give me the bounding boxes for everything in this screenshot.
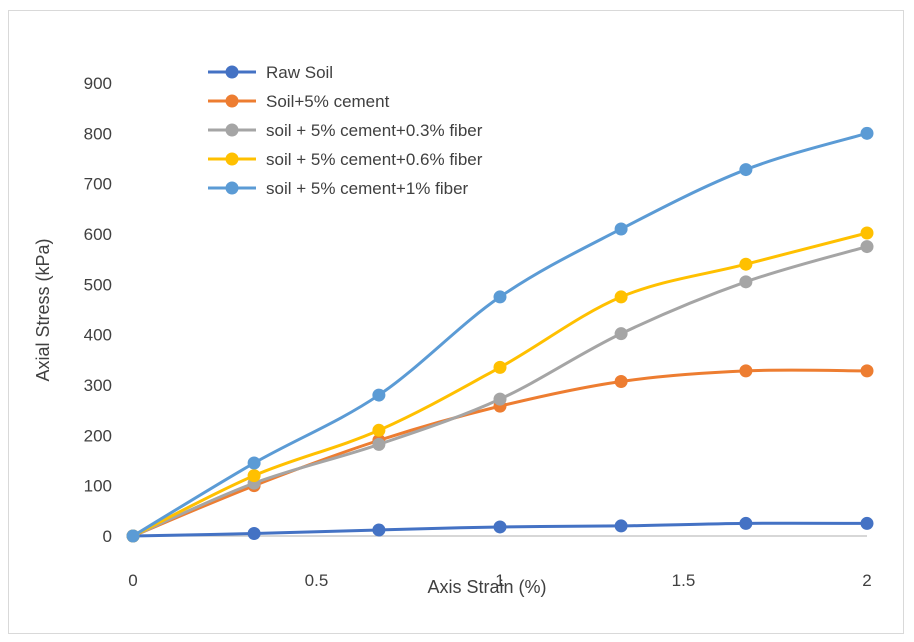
data-point: [372, 523, 386, 537]
y-tick-label: 600: [84, 225, 112, 244]
series-3: [126, 240, 874, 543]
data-point: [614, 222, 628, 236]
data-point: [247, 469, 261, 483]
y-tick-label: 300: [84, 376, 112, 395]
y-tick-label: 500: [84, 275, 112, 294]
legend-item: soil + 5% cement+0.6% fiber: [208, 150, 483, 169]
data-point: [614, 519, 628, 533]
x-tick-label: 0: [128, 571, 137, 590]
x-tick-label: 2: [862, 571, 871, 590]
series-line: [132, 245, 868, 538]
legend-marker: [225, 65, 239, 79]
y-tick-label: 800: [84, 124, 112, 143]
x-axis-title: Axis Strain (%): [427, 577, 546, 597]
legend-item: soil + 5% cement+0.3% fiber: [208, 121, 483, 140]
y-tick-label: 400: [84, 326, 112, 345]
y-axis-title: Axial Stress (kPa): [33, 238, 53, 381]
data-point: [860, 516, 874, 530]
legend-item: soil + 5% cement+1% fiber: [208, 179, 469, 198]
series-1: [126, 516, 874, 543]
y-tick-label: 0: [103, 527, 112, 546]
series-5: [126, 126, 874, 543]
x-tick-label: 1.5: [672, 571, 696, 590]
data-point: [493, 290, 507, 304]
y-tick-label: 700: [84, 175, 112, 194]
legend: Raw Soil Soil+5% cement soil + 5% cement+0…: [208, 63, 483, 198]
y-tick-label: 100: [84, 477, 112, 496]
legend-label: soil + 5% cement+0.6% fiber: [266, 150, 483, 169]
legend-marker: [225, 94, 239, 108]
legend-item: Raw Soil: [208, 63, 333, 82]
data-point: [860, 240, 874, 254]
data-point: [739, 163, 753, 177]
legend-label: Raw Soil: [266, 63, 333, 82]
data-point: [614, 327, 628, 341]
chart-frame: [8, 10, 904, 634]
data-point: [860, 226, 874, 240]
data-point: [247, 526, 261, 540]
data-point: [126, 529, 140, 543]
data-point: [614, 290, 628, 304]
y-tick-label: 200: [84, 426, 112, 445]
legend-label: Soil+5% cement: [266, 92, 390, 111]
y-tick-label: 900: [84, 74, 112, 93]
legend-marker: [225, 152, 239, 166]
x-tick-label: 0.5: [305, 571, 329, 590]
series-2: [126, 364, 874, 543]
data-point: [860, 364, 874, 378]
data-point: [739, 364, 753, 378]
data-point: [493, 520, 507, 534]
x-tick-label: 1: [495, 571, 504, 590]
data-point: [614, 374, 628, 388]
data-point: [739, 257, 753, 271]
series-layer: [126, 126, 874, 543]
data-point: [493, 392, 507, 406]
data-point: [372, 423, 386, 437]
series-line: [132, 131, 868, 538]
series-4: [126, 226, 874, 543]
legend-marker: [225, 123, 239, 137]
data-point: [372, 437, 386, 451]
data-point: [739, 516, 753, 530]
data-point: [739, 275, 753, 289]
data-point: [372, 388, 386, 402]
legend-label: soil + 5% cement+0.3% fiber: [266, 121, 483, 140]
data-point: [247, 456, 261, 470]
data-point: [493, 360, 507, 374]
legend-item: Soil+5% cement: [208, 92, 390, 111]
legend-marker: [225, 181, 239, 195]
data-point: [860, 126, 874, 140]
legend-label: soil + 5% cement+1% fiber: [266, 179, 469, 198]
